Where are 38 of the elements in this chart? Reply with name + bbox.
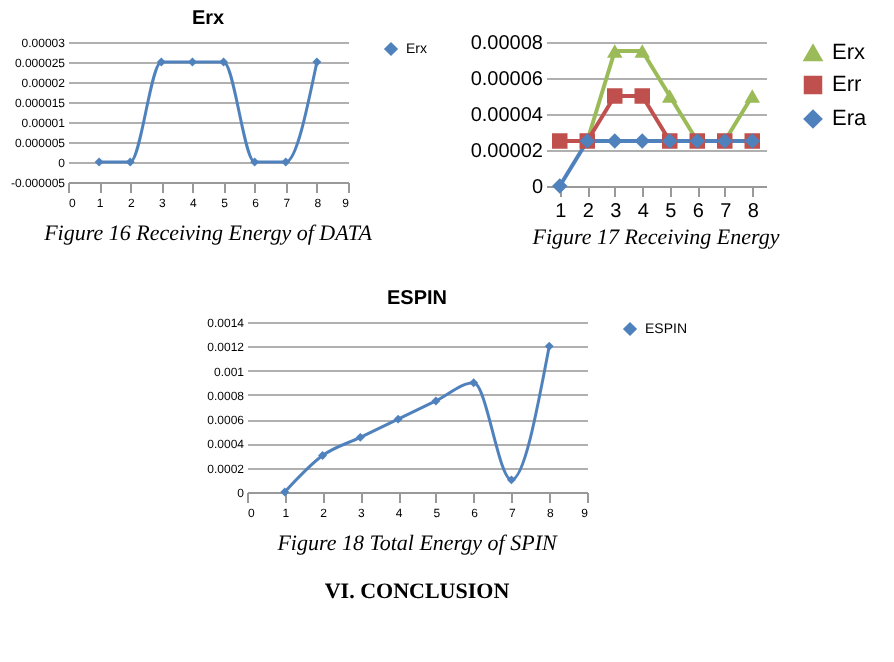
caption: Figure 18 Total Energy of SPIN bbox=[275, 532, 558, 556]
point bbox=[744, 89, 760, 103]
point bbox=[431, 396, 441, 406]
y-tick-label: 0.00004 bbox=[470, 105, 544, 127]
point bbox=[607, 88, 623, 104]
point bbox=[634, 133, 650, 149]
x-tick-label: 5 bbox=[665, 201, 678, 223]
legend-label: Era bbox=[832, 107, 868, 131]
point bbox=[634, 44, 650, 58]
point bbox=[544, 341, 554, 351]
y-tick-label: 0.00002 bbox=[470, 141, 544, 163]
y-tick-label: 0.00008 bbox=[470, 33, 544, 55]
point bbox=[280, 487, 290, 497]
point bbox=[607, 44, 623, 58]
point bbox=[506, 475, 516, 485]
x-tick-label: 6 bbox=[692, 201, 705, 223]
legend-label: Erx bbox=[832, 41, 866, 65]
chart-title: Erx bbox=[191, 8, 225, 30]
x-tick-label: 3 bbox=[610, 201, 623, 223]
legend-label: Err bbox=[832, 73, 862, 97]
text: VI. CONCLUSION bbox=[324, 580, 510, 604]
chart-title: ESPIN bbox=[386, 288, 448, 310]
y-tick-label: 0.00006 bbox=[470, 69, 544, 91]
caption: Figure 17 Receiving Energy bbox=[530, 226, 780, 250]
x-tick-label: 4 bbox=[637, 201, 650, 223]
point bbox=[634, 88, 650, 104]
caption: Figure 16 Receiving Energy of DATA bbox=[42, 222, 373, 246]
point bbox=[355, 432, 365, 442]
point bbox=[469, 378, 479, 388]
point bbox=[662, 89, 678, 103]
point bbox=[393, 414, 403, 424]
x-tick-label: 1 bbox=[555, 201, 568, 223]
point bbox=[318, 451, 328, 461]
point bbox=[607, 133, 623, 149]
point bbox=[552, 178, 568, 194]
x-tick-label: 8 bbox=[747, 201, 760, 223]
x-tick-label: 2 bbox=[582, 201, 595, 223]
x-tick-label: 7 bbox=[720, 201, 733, 223]
